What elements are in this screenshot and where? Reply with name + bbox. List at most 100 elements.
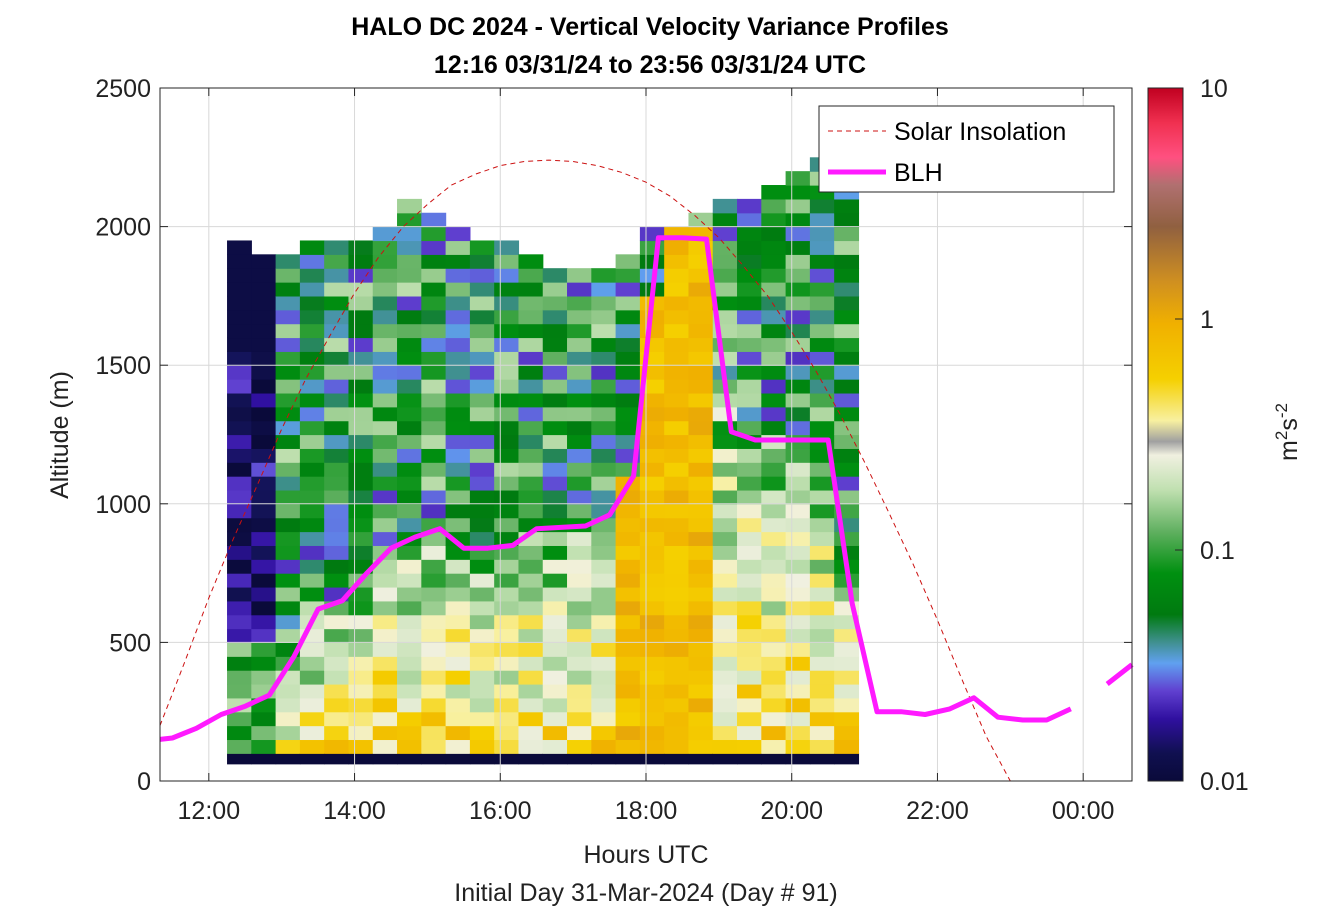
heatmap-cell: [785, 282, 811, 297]
heatmap-cell: [445, 406, 471, 422]
heatmap-cell: [251, 406, 277, 422]
heatmap-cell: [397, 448, 422, 463]
heatmap-cell: [688, 586, 714, 602]
heatmap-cell: [494, 517, 520, 533]
heatmap-cell: [324, 476, 350, 491]
heatmap-cell: [737, 573, 762, 588]
heatmap-cell: [372, 683, 398, 699]
heatmap-cell: [542, 753, 568, 765]
heatmap-cell: [494, 656, 520, 671]
solar-insolation-line: [159, 159, 1132, 782]
heatmap-cell: [469, 614, 495, 630]
heatmap-cell: [688, 489, 714, 505]
heatmap-cell: [494, 573, 520, 588]
heatmap-cell: [348, 365, 374, 380]
heatmap-cell: [469, 600, 495, 616]
heatmap-cell: [251, 379, 277, 394]
heatmap-cell: [664, 268, 690, 283]
heatmap-cell: [834, 254, 860, 269]
heatmap-cell: [251, 503, 277, 519]
heatmap-cell: [372, 323, 398, 339]
heatmap-cell: [227, 268, 252, 283]
heatmap-cell: [324, 240, 350, 255]
heatmap-cell: [445, 420, 471, 436]
heatmap-cell: [737, 295, 762, 311]
heatmap-cell: [688, 268, 714, 283]
heatmap-cell: [785, 531, 811, 546]
heatmap-cell: [494, 739, 520, 754]
heatmap-cell: [299, 739, 325, 754]
heatmap-cell: [421, 503, 447, 519]
heatmap-cell: [227, 531, 252, 546]
heatmap-cell: [809, 420, 835, 436]
heatmap-cell: [445, 226, 471, 242]
heatmap-cell: [348, 628, 374, 643]
heatmap-cell: [785, 379, 811, 394]
heatmap-cell: [397, 503, 422, 519]
heatmap-cell: [299, 725, 325, 741]
heatmap-cell: [809, 198, 835, 214]
heatmap-cell: [785, 198, 811, 214]
heatmap-cell: [834, 489, 860, 505]
heatmap-cell: [567, 392, 592, 408]
heatmap-cell: [567, 656, 592, 671]
x-tick-label: 20:00: [760, 797, 823, 825]
heatmap-cell: [421, 254, 447, 269]
heatmap-cell: [737, 628, 762, 643]
heatmap-cell: [712, 753, 738, 765]
heatmap-cell: [445, 365, 471, 380]
heatmap-cell: [469, 476, 495, 491]
heatmap-cell: [372, 434, 398, 449]
heatmap-cell: [761, 628, 787, 643]
heatmap-cell: [712, 337, 738, 352]
heatmap-cell: [397, 212, 422, 228]
heatmap-cell: [737, 545, 762, 560]
heatmap-cell: [518, 337, 544, 352]
heatmap-cell: [397, 642, 422, 657]
heatmap-cell: [834, 753, 860, 765]
heatmap-cell: [615, 434, 641, 449]
heatmap-cell: [421, 614, 447, 630]
heatmap-cell: [445, 670, 471, 685]
heatmap-cell: [664, 295, 690, 311]
heatmap-cell: [761, 476, 787, 491]
heatmap-cell: [324, 531, 350, 546]
heatmap-cell: [809, 586, 835, 602]
heatmap-cell: [542, 462, 568, 477]
heatmap-cell: [348, 268, 374, 283]
heatmap-cell: [421, 226, 447, 242]
heatmap-cell: [834, 642, 860, 657]
heatmap-cell: [615, 545, 641, 560]
heatmap-cell: [567, 683, 592, 699]
heatmap-cell: [761, 420, 787, 436]
heatmap-cell: [737, 559, 762, 574]
heatmap-cell: [227, 503, 252, 519]
heatmap-cell: [227, 642, 252, 657]
heatmap-cell: [615, 573, 641, 588]
heatmap-cell: [518, 628, 544, 643]
heatmap-cell: [567, 282, 592, 297]
heatmap-cell: [518, 351, 544, 366]
heatmap-cell: [664, 365, 690, 380]
heatmap-cell: [275, 545, 301, 560]
heatmap-cell: [761, 725, 787, 741]
heatmap-cell: [785, 226, 811, 242]
heatmap-cell: [567, 309, 592, 325]
heatmap-cell: [469, 448, 495, 463]
heatmap-cell: [542, 476, 568, 491]
heatmap-cell: [688, 683, 714, 699]
heatmap-cell: [324, 711, 350, 727]
heatmap-cell: [615, 670, 641, 685]
heatmap-cell: [639, 489, 665, 505]
heatmap-cell: [421, 642, 447, 657]
y-tick-label: 1500: [95, 352, 151, 380]
heatmap-cell: [737, 282, 762, 297]
heatmap-cell: [688, 295, 714, 311]
heatmap-cell: [348, 240, 374, 255]
heatmap-cell: [348, 462, 374, 477]
heatmap-cell: [372, 448, 398, 463]
heatmap-cell: [518, 295, 544, 311]
heatmap-cell: [809, 212, 835, 228]
heatmap-cell: [639, 600, 665, 616]
heatmap-cell: [809, 642, 835, 657]
